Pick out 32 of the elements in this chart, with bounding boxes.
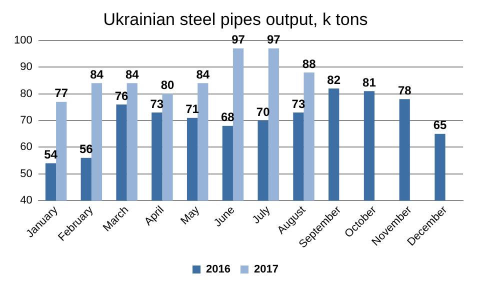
y-tick-label: 50 [20,168,32,180]
data-label: 84 [90,67,104,82]
data-label: 56 [79,142,94,156]
data-label: 54 [44,148,58,162]
legend-label: 2016 [206,264,231,276]
data-label: 78 [398,83,412,98]
data-label: 68 [220,110,235,124]
data-label: 88 [302,56,316,71]
data-label: 73 [150,96,164,111]
x-tick-label: May [178,204,202,228]
y-tick-label: 60 [20,141,32,154]
data-label: 81 [362,75,376,90]
data-label: 82 [327,72,341,87]
data-label: 84 [196,67,210,82]
data-label: 65 [433,118,447,132]
y-tick-label: 90 [20,61,32,74]
data-label: 97 [267,32,281,47]
legend-label: 2017 [254,264,278,276]
data-label: 76 [114,88,129,103]
y-tick-label: 70 [20,114,32,127]
data-label: 70 [256,104,270,119]
data-label: 97 [232,32,246,47]
data-label: 77 [54,86,68,100]
y-tick-label: 40 [20,194,32,207]
data-label: 84 [125,67,140,82]
chart-title: Ukrainian steel pipes output, k tons [103,10,368,29]
data-label: 71 [186,102,200,116]
data-label: 73 [292,96,306,111]
y-tick-label: 80 [20,88,32,100]
y-tick-label: 100 [14,34,32,46]
x-tick-label: July [250,204,273,226]
data-label: 80 [160,78,175,92]
